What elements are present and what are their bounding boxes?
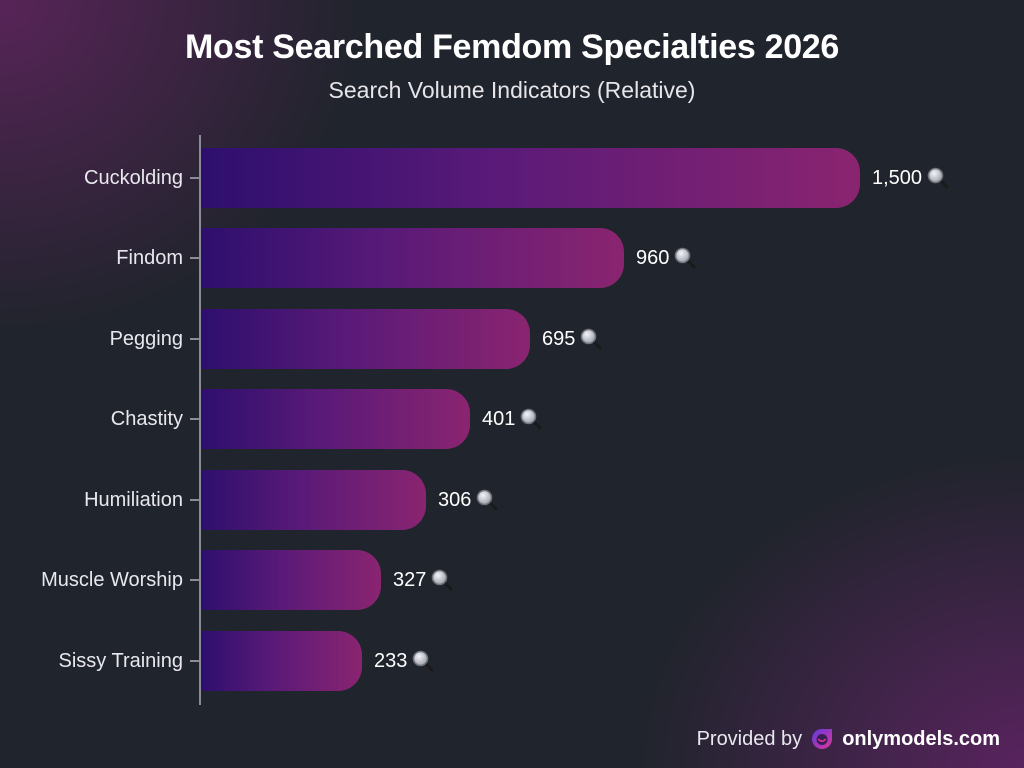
axis-tick [190, 257, 199, 259]
value-label: 327 [393, 550, 454, 610]
bar [201, 228, 624, 288]
onlymodels-logo-icon [812, 729, 833, 749]
bar-row: Pegging 695 [0, 309, 1024, 369]
bar-row: Chastity 401 [0, 389, 1024, 449]
value-number: 1,500 [872, 167, 923, 189]
bar-row: Muscle Worship 327 [0, 550, 1024, 610]
value-number: 306 [438, 489, 472, 511]
magnifying-glass-icon [413, 650, 434, 672]
provided-by-text: Provided by [696, 727, 803, 750]
y-axis-line [199, 135, 201, 705]
value-number: 401 [482, 408, 516, 430]
category-label: Humiliation [84, 489, 183, 511]
value-number: 695 [542, 328, 576, 350]
value-number: 960 [636, 247, 670, 269]
chart-subtitle: Search Volume Indicators (Relative) [328, 77, 696, 103]
value-label: 233 [374, 631, 435, 691]
axis-tick [190, 177, 199, 179]
category-label: Sissy Training [58, 650, 184, 672]
category-label: Chastity [110, 408, 183, 430]
magnifying-glass-icon [521, 408, 542, 430]
value-number: 233 [374, 650, 408, 672]
axis-tick [190, 418, 199, 420]
value-label: 401 [482, 389, 543, 449]
bar-row: Sissy Training 233 [0, 631, 1024, 691]
axis-tick [190, 660, 199, 662]
value-label: 960 [636, 228, 697, 288]
bar [201, 550, 381, 610]
category-label: Muscle Worship [41, 569, 183, 591]
footer-attribution: Provided by onlymodels.com [697, 724, 1000, 754]
axis-tick [190, 579, 199, 581]
category-label: Pegging [109, 328, 183, 350]
bar [201, 470, 426, 530]
bar-row: Findom 960 [0, 228, 1024, 288]
bar-row: Cuckolding 1,500 [0, 148, 1024, 208]
magnifying-glass-icon [675, 247, 696, 269]
magnifying-glass-icon [477, 489, 498, 511]
value-label: 1,500 [872, 148, 950, 208]
magnifying-glass-icon [581, 328, 602, 350]
magnifying-glass-icon [432, 569, 453, 591]
bar [201, 309, 530, 369]
value-label: 695 [542, 309, 603, 369]
magnifying-glass-icon [927, 167, 949, 189]
category-label: Findom [116, 247, 183, 269]
bar [201, 389, 470, 449]
value-number: 327 [393, 569, 427, 591]
chart-title: Most Searched Femdom Specialties 2026 [184, 28, 840, 66]
brand-name: onlymodels.com [842, 727, 1000, 750]
bar [201, 148, 860, 208]
value-label: 306 [438, 470, 499, 530]
bar-row: Humiliation 306 [0, 470, 1024, 530]
bar [201, 631, 362, 691]
category-label: Cuckolding [84, 167, 183, 189]
axis-tick [190, 338, 199, 340]
axis-tick [190, 499, 199, 501]
